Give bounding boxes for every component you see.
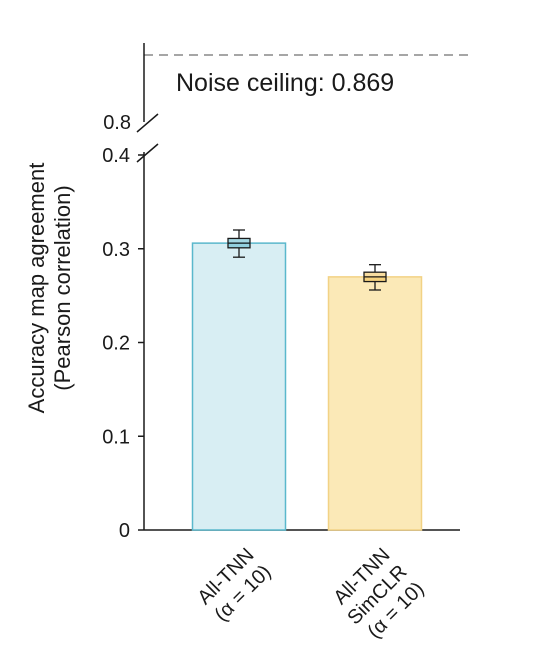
axis-break-mark-upper [136,113,159,133]
boxplot [227,229,251,258]
axis-break-mark-lower [136,143,159,163]
y-tick-label: 0.2 [102,333,130,355]
y-axis-label: Accuracy map agreement(Pearson correlati… [24,163,75,414]
x-tick-labels: All-TNN(α = 10) All-TNNSimCLR(α = 10) [193,544,428,646]
bar [191,242,287,531]
y-axis-title: Accuracy map agreement(Pearson correlati… [24,163,75,414]
y-axis-label-line: Accuracy map agreement [24,163,49,414]
boxplot [363,264,387,291]
bars-group [191,242,423,531]
x-tick-label: All-TNNSimCLR(α = 10) [326,544,428,646]
x-tick-label: All-TNN(α = 10) [193,544,275,626]
y-tick-label: 0 [119,520,130,542]
y-tick-label: 0.4 [102,145,130,167]
boxplots-group [227,229,387,291]
y-axis-label-line: (Pearson correlation) [50,185,75,390]
noise-ceiling-group: Noise ceiling: 0.869 [144,54,470,97]
y-tick-label: 0.1 [102,426,130,448]
y-tick-label: 0.3 [102,239,130,261]
bar [327,276,423,531]
noise-ceiling-label: Noise ceiling: 0.869 [176,69,394,97]
y-tick-label-upper: 0.8 [103,112,131,134]
